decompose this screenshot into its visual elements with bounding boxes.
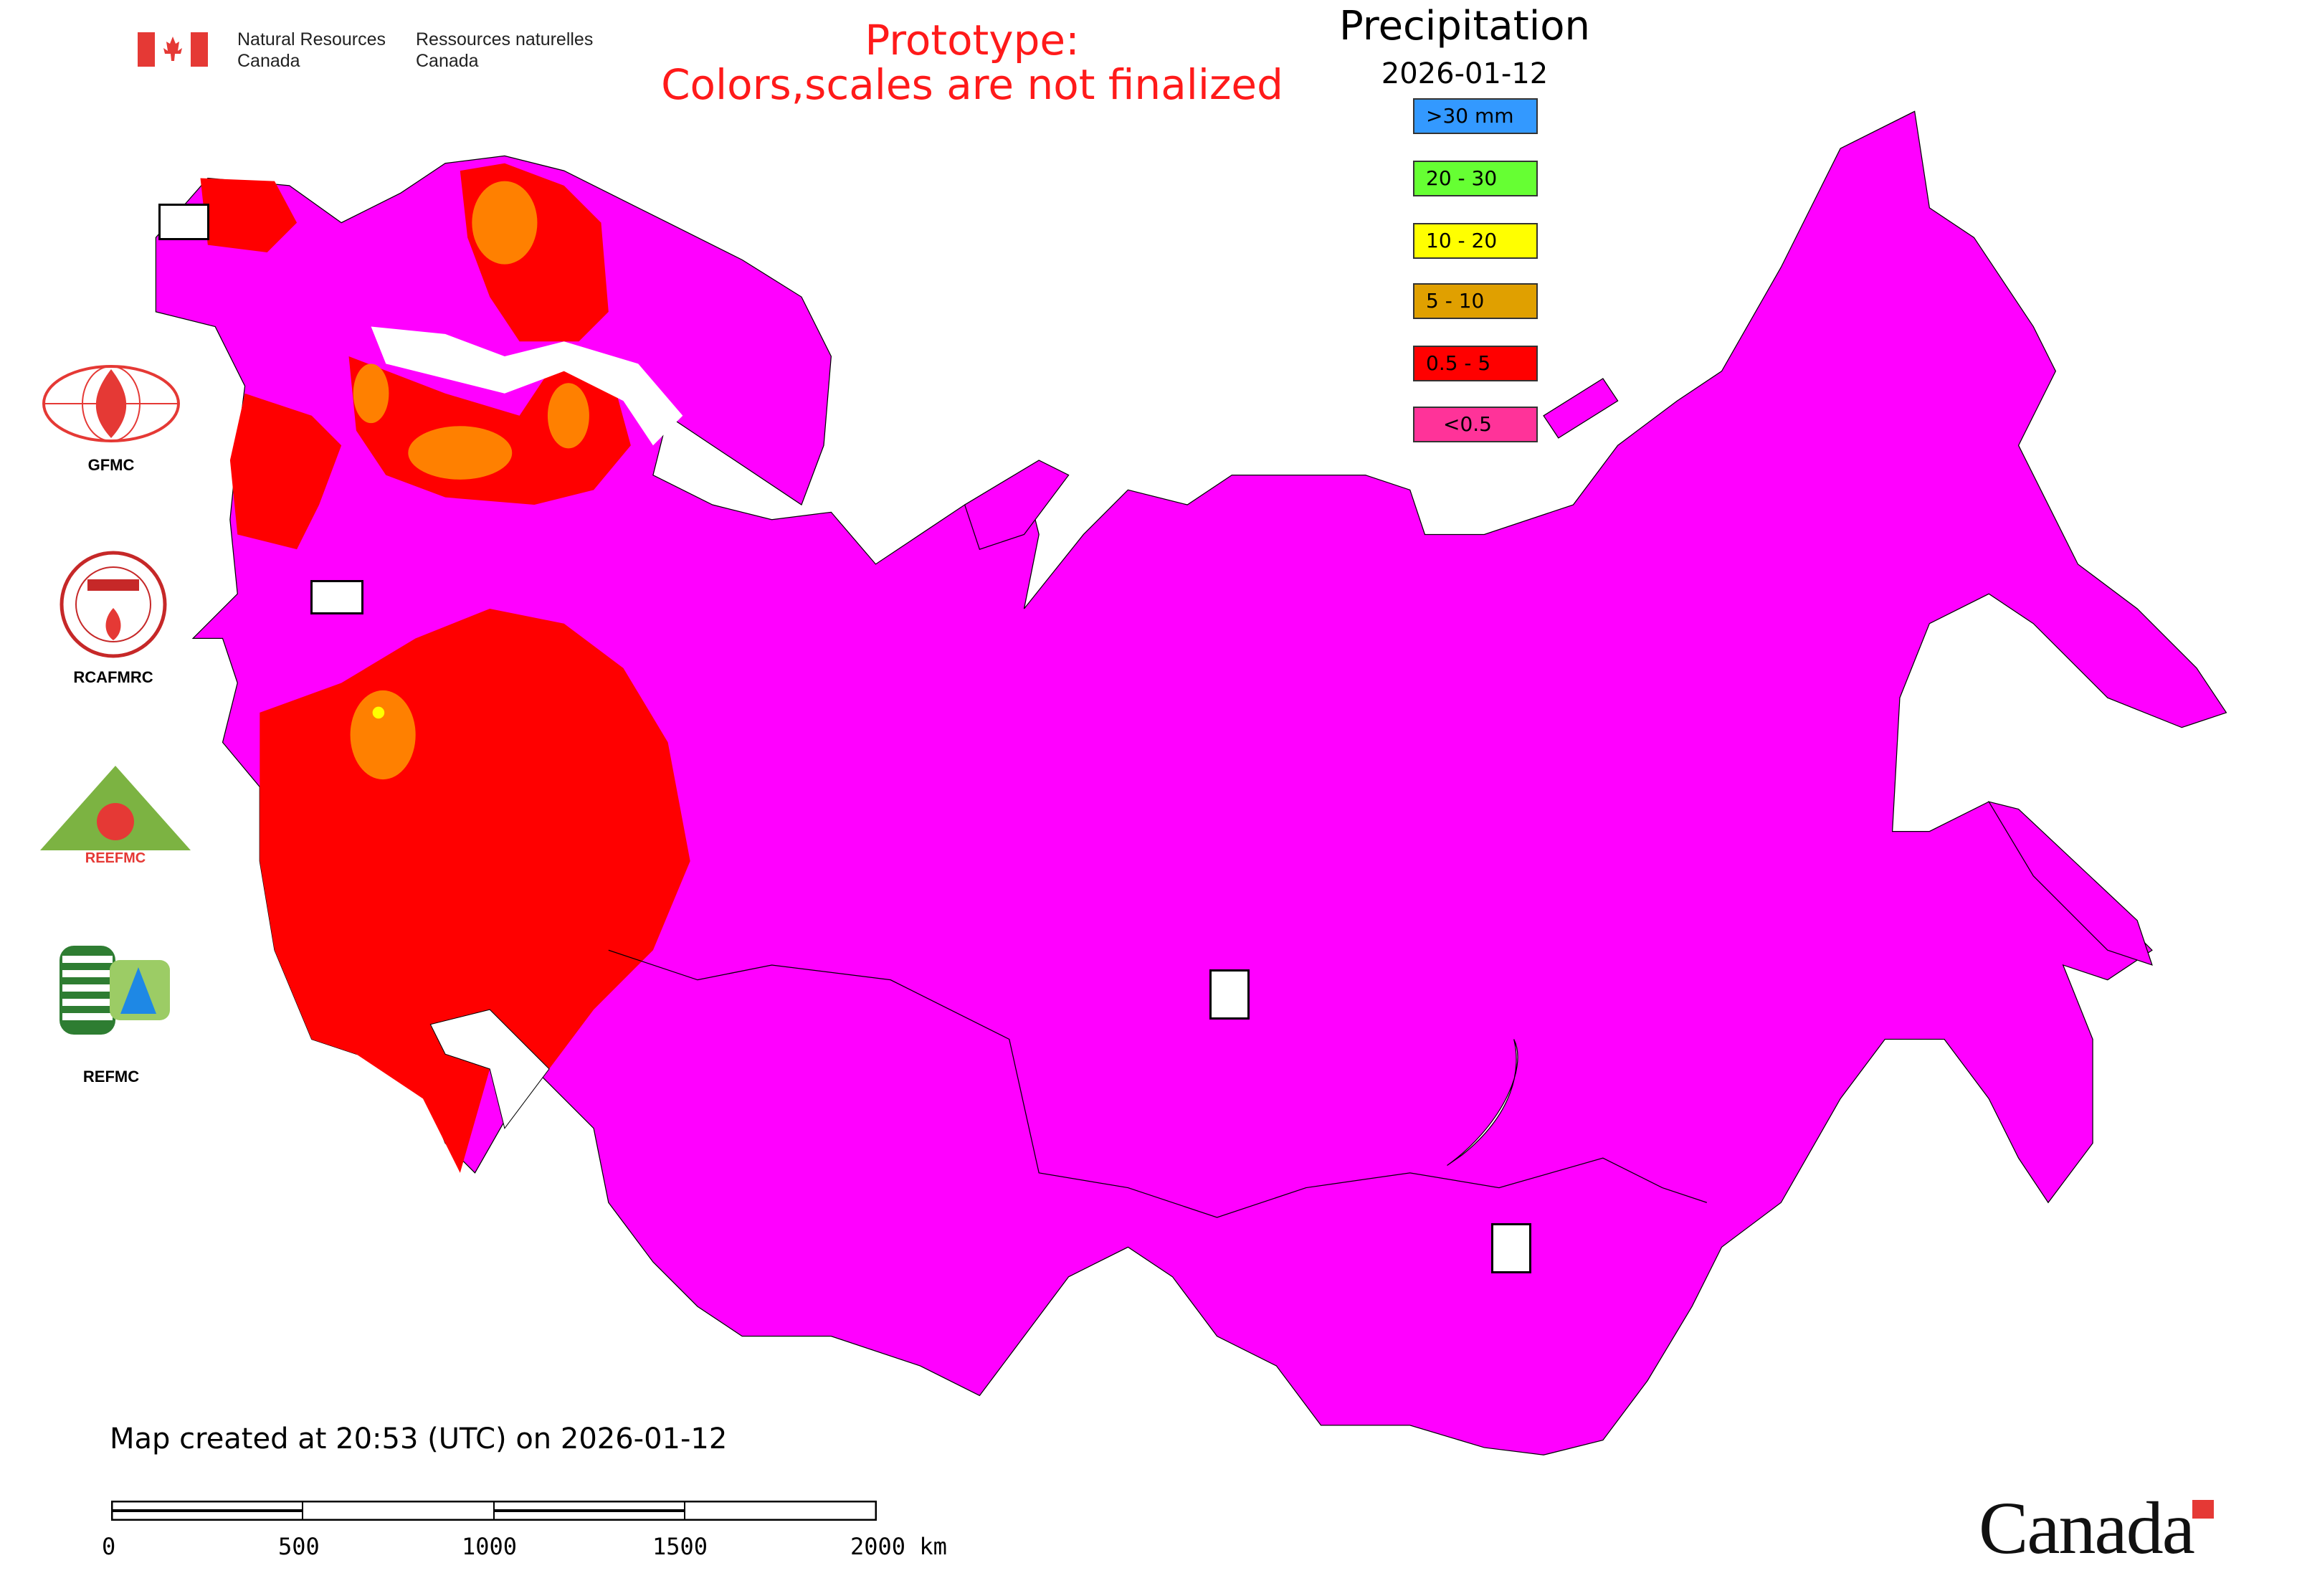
wordmark-flag-icon	[2192, 1500, 2214, 1519]
land-precip-low	[1987, 801, 2153, 966]
land-precip-low	[964, 460, 1070, 550]
agency-en-line2: Canada	[237, 51, 300, 71]
rcafmrc-logo-icon	[59, 551, 168, 661]
scale-label-1500: 1500	[652, 1533, 708, 1560]
refmc-inset-icon	[1209, 969, 1250, 1020]
legend-date: 2026-01-12	[1381, 57, 1549, 90]
white-sea	[371, 326, 683, 446]
gfmc-logo-icon	[42, 362, 181, 448]
land-precip-orange	[547, 383, 589, 449]
land-precip-orange	[353, 364, 389, 424]
agency-fr-line1: Ressources naturelles	[416, 29, 594, 49]
land-precip-low	[1543, 378, 1619, 439]
scale-label-0: 0	[102, 1533, 116, 1560]
land-precip-orange	[408, 426, 513, 480]
gfmc-label: GFMC	[87, 456, 135, 474]
land-precip-low	[155, 110, 2227, 1455]
prototype-notice-line1: Prototype:	[865, 16, 1080, 65]
legend-item-gt30: >30 mm	[1413, 98, 1538, 134]
scale-label-2000-km: 2000 km	[850, 1533, 947, 1560]
legend-item-5-10: 5 - 10	[1413, 283, 1538, 319]
land-precip-red	[229, 393, 342, 550]
rcafmrc-inset-icon	[1491, 1223, 1531, 1273]
scale-bar	[110, 1500, 877, 1521]
agency-name-fr: Ressources naturelles Canada	[416, 29, 593, 72]
scale-label-1000: 1000	[462, 1533, 518, 1560]
scale-label-500: 500	[278, 1533, 320, 1560]
map-created-text: Map created at 20:53 (UTC) on 2026-01-12	[110, 1422, 728, 1455]
agency-name-en: Natural Resources Canada	[237, 29, 386, 72]
agency-fr-line2: Canada	[416, 51, 479, 71]
agency-en-line1: Natural Resources	[237, 29, 386, 49]
reefmc-inset-icon	[310, 580, 363, 614]
lake-baikal	[1447, 1039, 1518, 1167]
land-precip-red	[200, 178, 298, 253]
reefmc-logo-icon: REEFMC	[37, 764, 194, 868]
svg-text:REEFMC: REEFMC	[85, 850, 146, 865]
canada-flag-icon	[138, 32, 208, 67]
refmc-label: REFMC	[82, 1068, 140, 1086]
legend-item-10-20: 10 - 20	[1413, 223, 1538, 259]
canada-wordmark: Canada	[1979, 1487, 2195, 1569]
land-precip-yellow	[372, 706, 385, 719]
refmc-logo-icon	[60, 946, 171, 1037]
prototype-notice-line2: Colors,scales are not finalized	[661, 60, 1283, 109]
legend-item-0.5-5: 0.5 - 5	[1413, 346, 1538, 381]
legend-title: Precipitation	[1338, 3, 1591, 49]
country-border	[608, 949, 1708, 1218]
legend-item-lt0.5: <0.5	[1413, 407, 1538, 442]
legend-item-20-30: 20 - 30	[1413, 161, 1538, 196]
gfmc-inset-icon	[158, 204, 209, 240]
land-precip-orange	[350, 690, 416, 780]
rcafmrc-label: RCAFMRC	[73, 668, 153, 686]
caspian-sea	[429, 1009, 550, 1129]
land-precip-orange	[472, 181, 538, 265]
